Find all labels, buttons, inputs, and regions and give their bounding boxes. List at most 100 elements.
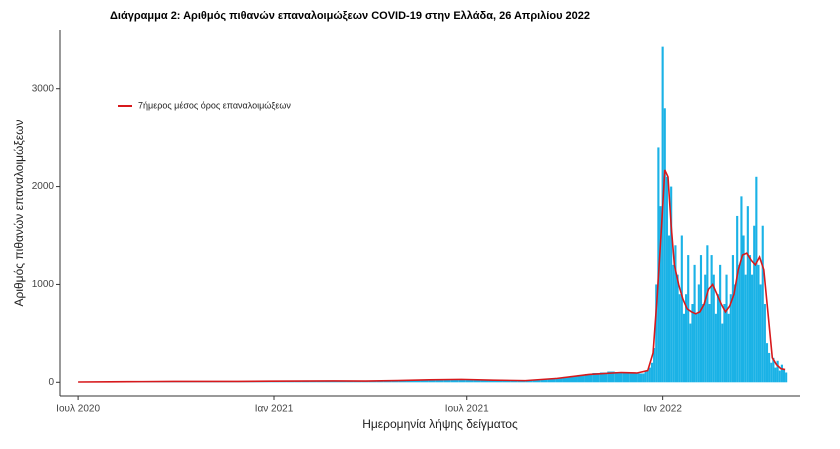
bar <box>755 176 758 383</box>
bar <box>680 235 683 383</box>
bar <box>555 377 563 383</box>
bar <box>770 362 773 383</box>
bar <box>655 284 658 383</box>
bar <box>674 245 677 383</box>
bar <box>708 304 711 383</box>
bar <box>642 373 645 383</box>
bar <box>488 380 496 383</box>
bar <box>667 235 671 383</box>
bar <box>785 372 788 383</box>
y-tick-label: 1000 <box>32 279 55 290</box>
bar <box>607 371 615 383</box>
bar <box>780 364 783 383</box>
bar <box>685 294 688 383</box>
x-axis-title: Ημερομηνία λήψης δείγματος <box>362 417 518 431</box>
bar <box>495 380 503 383</box>
bar <box>691 304 694 383</box>
bar <box>570 375 578 383</box>
bar <box>540 379 548 383</box>
y-axis-title: Αριθμός πιθανών επαναλοιμώξεων <box>12 119 26 306</box>
bar <box>753 225 756 383</box>
bar <box>510 380 518 383</box>
bar <box>672 264 675 383</box>
bar <box>736 215 739 383</box>
bar <box>689 323 692 383</box>
bar <box>731 255 734 383</box>
bar <box>443 379 451 383</box>
bar <box>614 372 623 383</box>
bar <box>742 235 745 383</box>
bar <box>458 379 466 383</box>
bar <box>702 304 705 383</box>
bar <box>517 380 526 383</box>
bar <box>772 357 775 383</box>
bar <box>712 274 715 383</box>
bar <box>778 370 781 383</box>
bar <box>716 294 720 383</box>
bar <box>406 379 414 383</box>
x-tick-label: Ιουλ 2020 <box>56 404 100 415</box>
bar <box>665 176 668 383</box>
bar <box>663 108 666 383</box>
bar <box>765 343 769 383</box>
bar <box>746 206 749 383</box>
bar <box>676 274 679 383</box>
bar <box>710 255 713 383</box>
bar <box>719 264 722 383</box>
bar <box>763 304 766 383</box>
bar <box>727 313 730 383</box>
bar <box>562 376 571 383</box>
bar <box>502 380 511 383</box>
bar <box>450 379 459 383</box>
bar <box>748 255 752 383</box>
chart-title: Διάγραμμα 2: Αριθμός πιθανών επαναλοιμώξ… <box>110 10 590 22</box>
bar <box>480 380 489 383</box>
bar <box>725 274 728 383</box>
bar <box>682 313 686 383</box>
bar <box>653 348 656 383</box>
y-tick-label: 0 <box>48 377 54 388</box>
bar <box>659 206 662 383</box>
bar <box>697 284 700 383</box>
x-tick-label: Ιαν 2022 <box>643 404 682 415</box>
bar <box>670 186 673 383</box>
bar <box>761 225 764 383</box>
bar <box>592 373 600 383</box>
bar <box>435 379 444 383</box>
bar <box>733 284 737 383</box>
bar <box>693 264 696 383</box>
bar <box>525 380 533 383</box>
bar <box>751 274 754 383</box>
bar <box>532 379 541 383</box>
bar <box>629 373 638 383</box>
bar <box>738 264 741 383</box>
bar <box>714 313 717 383</box>
bar <box>774 367 777 383</box>
legend-label: 7ήμερος μέσος όρος επαναλοιμώξεων <box>138 100 291 110</box>
bar <box>637 373 643 383</box>
average-line <box>78 169 786 383</box>
bar <box>723 304 726 383</box>
bar <box>420 379 429 383</box>
bar <box>706 245 709 383</box>
bar <box>473 379 481 383</box>
bar <box>740 196 743 383</box>
x-tick-label: Ιαν 2021 <box>255 404 294 415</box>
bar <box>776 360 779 383</box>
bar <box>547 378 556 383</box>
bar <box>622 372 630 383</box>
bar <box>704 274 707 383</box>
bar <box>721 323 724 383</box>
bar <box>648 367 651 383</box>
bar <box>744 274 747 383</box>
bar <box>650 362 654 383</box>
bar <box>729 294 732 383</box>
bar <box>695 313 698 383</box>
bar <box>646 370 649 383</box>
bar <box>584 373 593 383</box>
bar <box>465 379 474 383</box>
y-tick-label: 3000 <box>32 83 55 94</box>
bar <box>413 379 421 383</box>
bar <box>687 255 690 383</box>
